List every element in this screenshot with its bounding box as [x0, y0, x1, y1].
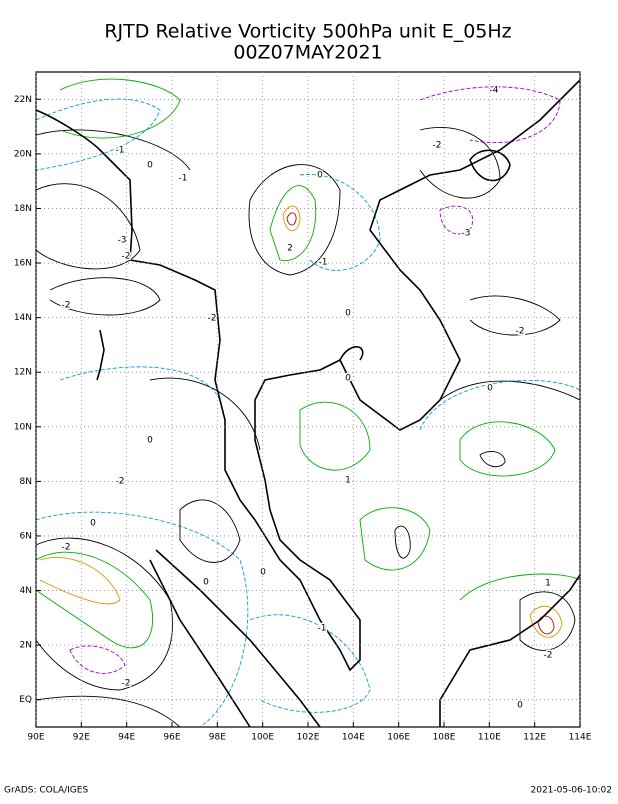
contour-label: 1 — [345, 476, 351, 486]
contour-label: 0 — [147, 161, 153, 171]
footer-right: 2021-05-06-10:02 — [531, 786, 613, 796]
lat-tick-label: 10N — [14, 422, 32, 432]
contour-label: 0 — [90, 519, 96, 529]
lon-tick-label: 96E — [163, 733, 180, 743]
contour-label: -2 — [433, 141, 442, 151]
coastlines — [35, 79, 581, 728]
lon-tick-label: 90E — [27, 733, 44, 743]
lon-tick-label: 104E — [342, 733, 365, 743]
lat-tick-label: 16N — [14, 259, 32, 269]
contour-label: -2 — [62, 301, 71, 311]
lat-tick-label: 12N — [14, 368, 32, 378]
lat-tick-label: 2N — [20, 641, 32, 651]
lat-tick-label: 18N — [14, 204, 32, 214]
title-line: RJTD Relative Vorticity 500hPa unit E_05… — [104, 21, 511, 43]
contour-label: -2 — [122, 252, 131, 262]
lat-tick-label: 4N — [20, 586, 32, 596]
contour-label: -2 — [208, 314, 217, 324]
lon-tick-label: 110E — [478, 733, 501, 743]
contours — [35, 78, 581, 728]
contour-label: 0 — [487, 384, 493, 394]
contour-label: 1 — [545, 579, 551, 589]
contour-label: -1 — [179, 174, 188, 184]
contour-label: 0 — [345, 374, 351, 384]
contour-label: -2 — [62, 543, 71, 553]
contour-label: -2 — [516, 327, 525, 337]
lon-tick-label: 98E — [209, 733, 226, 743]
lat-tick-label: 14N — [14, 313, 32, 323]
lon-tick-label: 102E — [297, 733, 320, 743]
contour-label: 0 — [517, 701, 523, 711]
lat-tick-label: EQ — [19, 695, 32, 705]
lon-tick-label: 106E — [387, 733, 410, 743]
lon-tick-label: 114E — [569, 733, 592, 743]
contour-label: -3 — [462, 229, 471, 239]
contour-label: -3 — [118, 236, 127, 246]
contour-label: -1 — [318, 624, 327, 634]
footer-left: GrADS: COLA/IGES — [4, 786, 88, 796]
lat-tick-label: 6N — [20, 531, 32, 541]
contour-label: -2 — [122, 679, 131, 689]
contour-label: 0 — [147, 436, 153, 446]
lon-tick-label: 94E — [118, 733, 135, 743]
lon-tick-label: 92E — [73, 733, 90, 743]
contour-label: -1 — [116, 146, 125, 156]
contour-label: -4 — [490, 86, 499, 96]
title-line: 00Z07MAY2021 — [233, 42, 382, 64]
contour-label: 0 — [260, 568, 266, 578]
contour-label: 2 — [287, 244, 293, 254]
contour-label: -1 — [319, 258, 328, 268]
lat-tick-label: 20N — [14, 149, 32, 159]
lon-tick-label: 100E — [251, 733, 274, 743]
contour-label: -2 — [544, 651, 553, 661]
plot-area: -4 -2 -1 0 -1 0 2 -3 -2 -3 -1 -2 -2 0 -2 0 0 0 1 -2 0 -2 0 0 1 -2… — [35, 78, 581, 728]
lon-tick-label: 112E — [523, 733, 546, 743]
lat-tick-label: 8N — [20, 477, 32, 487]
contour-label: 0 — [317, 171, 323, 181]
contour-label: 0 — [345, 309, 351, 319]
lon-tick-label: 108E — [433, 733, 456, 743]
lat-tick-label: 22N — [14, 95, 32, 105]
contour-label: 0 — [203, 578, 209, 588]
